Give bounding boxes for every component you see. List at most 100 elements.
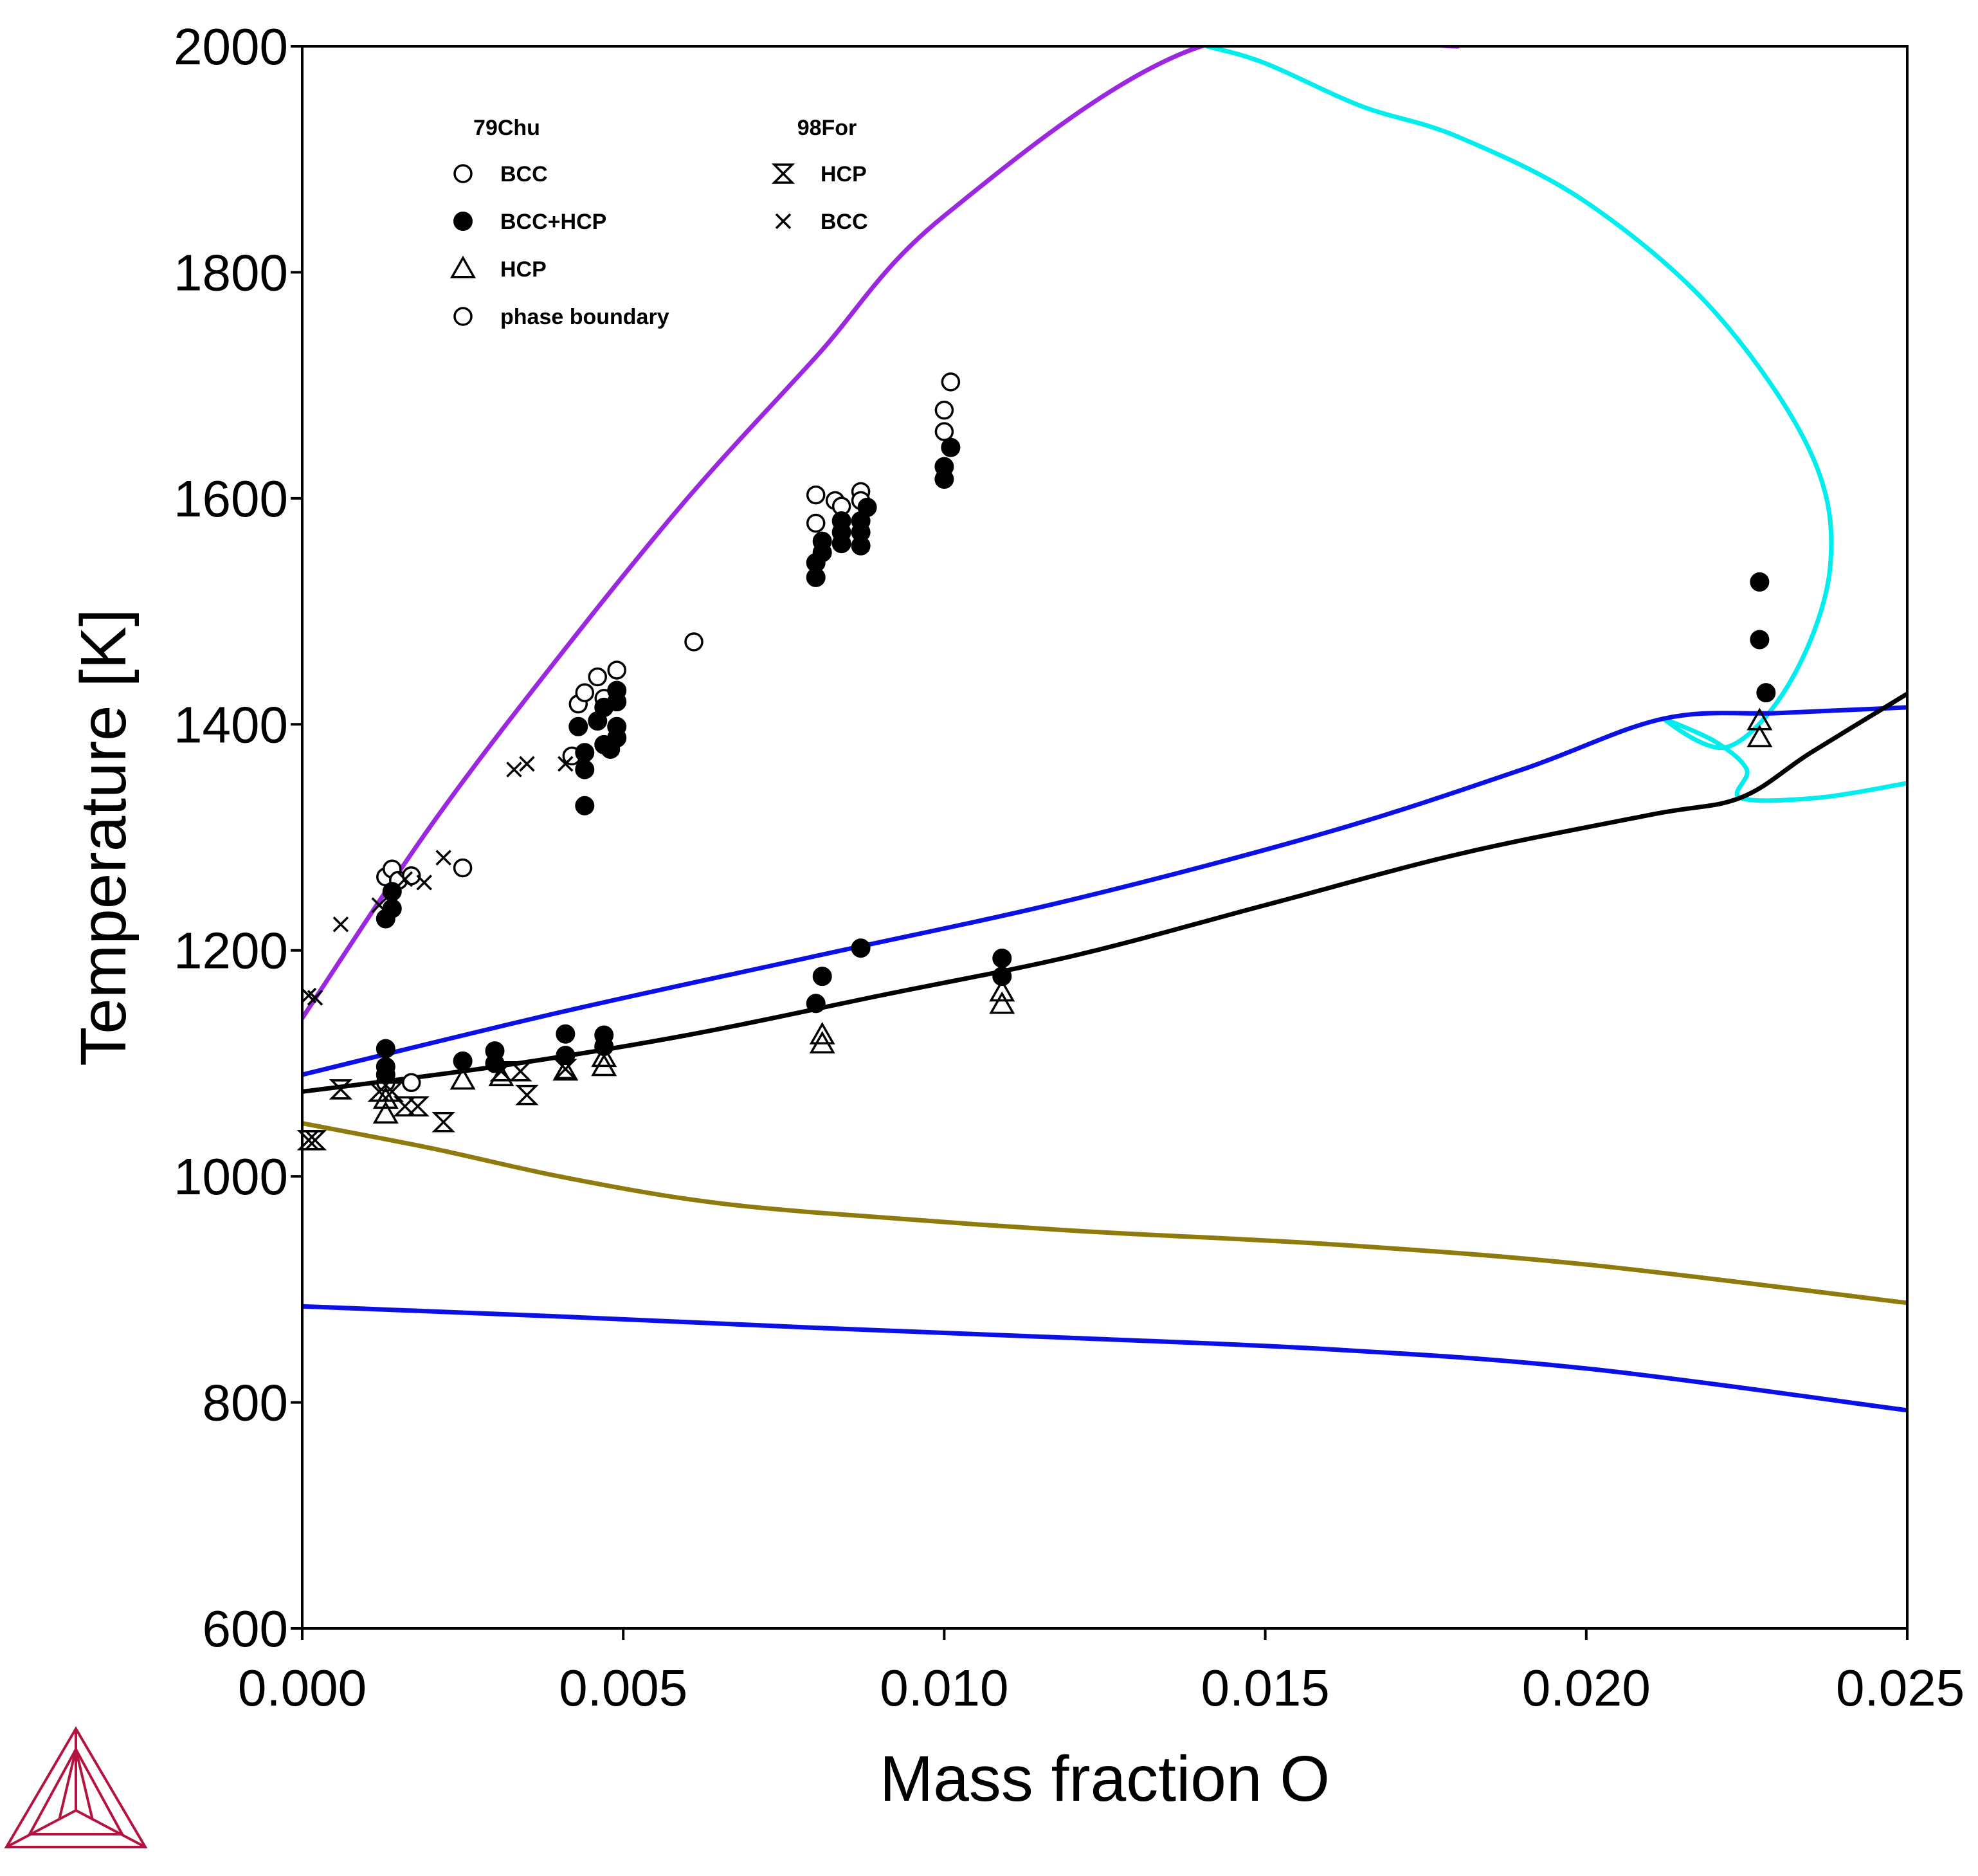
data-point-open-circle	[453, 858, 473, 878]
y-tick-label: 600	[203, 1600, 288, 1657]
legend-marker-open-circle	[453, 164, 473, 183]
data-point-open-circle	[934, 422, 954, 441]
x-tick-label: 0.015	[1201, 1659, 1329, 1717]
data-point-open-triangle	[372, 1086, 399, 1109]
legend-marker-open-circle	[453, 307, 473, 326]
legend-entry: BCC	[775, 210, 868, 234]
phase-line-2	[1205, 46, 1907, 803]
data-point-hourglass	[406, 1096, 430, 1116]
data-point-open-circle	[401, 1073, 421, 1093]
data-point-open-triangle	[989, 979, 1015, 1002]
data-point-open-triangle	[1747, 724, 1773, 747]
data-point-filled-circle	[812, 967, 832, 987]
x-tick-label: 0.025	[1836, 1659, 1964, 1717]
data-point-filled-circle	[556, 1024, 576, 1044]
thermo-calc-logo	[4, 1726, 148, 1848]
y-tick-label: 1600	[174, 470, 288, 527]
data-point-open-circle	[941, 372, 961, 392]
data-point-open-triangle	[809, 1021, 835, 1044]
y-tick-label: 1400	[174, 696, 288, 753]
plot-frame	[301, 45, 1909, 1630]
data-point-x-cross	[397, 871, 413, 888]
phase-line-6	[302, 1304, 1907, 1413]
data-point-filled-circle	[812, 531, 832, 551]
y-tick-label: 800	[203, 1374, 288, 1432]
legend-marker-open-triangle	[449, 255, 476, 278]
legend-entry: BCC+HCP	[453, 210, 606, 234]
data-point-filled-circle	[607, 680, 627, 700]
data-point-hourglass	[431, 1112, 455, 1133]
data-point-open-circle	[588, 667, 608, 687]
x-tick-label: 0.000	[238, 1659, 367, 1717]
data-point-filled-circle	[934, 457, 954, 477]
data-point-x-cross	[416, 875, 432, 891]
data-point-x-cross	[307, 990, 323, 1006]
x-tick-label: 0.020	[1522, 1659, 1651, 1717]
x-tick-label: 0.005	[559, 1659, 687, 1717]
phase-line-5	[302, 1121, 1907, 1306]
legend-group-title: 98For	[797, 116, 857, 140]
data-point-filled-circle	[806, 994, 826, 1014]
data-point-hourglass	[515, 1084, 539, 1106]
data-point-open-circle	[684, 632, 703, 651]
legend-group-title: 79Chu	[473, 116, 540, 140]
legend-label: BCC	[821, 210, 868, 234]
phase-boundary-lines	[302, 46, 1907, 1413]
legend-marker-filled-circle	[453, 212, 473, 231]
data-point-filled-circle	[376, 1065, 395, 1084]
data-point-open-triangle	[989, 991, 1015, 1014]
y-axis-title: Temperature [K]	[68, 608, 140, 1066]
phase-line-3	[302, 705, 1907, 1077]
data-point-hourglass	[380, 1081, 404, 1102]
data-point-hourglass	[554, 1059, 577, 1079]
data-point-filled-circle	[851, 938, 871, 958]
legend-marker-hourglass	[771, 163, 795, 184]
data-point-filled-circle	[992, 949, 1012, 969]
legend-label: HCP	[500, 257, 547, 282]
data-point-filled-circle	[992, 967, 1012, 987]
data-point-filled-circle	[575, 743, 595, 763]
data-point-x-cross	[371, 897, 388, 913]
data-point-filled-circle	[568, 716, 588, 736]
legend-group: 79Chu BCC BCC+HCP HCP phase boundary	[449, 116, 669, 329]
data-point-open-circle	[575, 683, 595, 702]
data-point-hourglass	[303, 1130, 327, 1151]
data-point-open-circle	[806, 485, 826, 505]
data-point-open-circle	[607, 660, 626, 680]
data-point-x-cross	[558, 756, 574, 772]
data-point-x-cross	[435, 850, 451, 866]
data-point-filled-circle	[575, 760, 595, 779]
data-point-hourglass	[509, 1061, 532, 1082]
legend-entry: HCP	[449, 255, 547, 282]
y-tick-label: 1000	[174, 1148, 288, 1205]
y-tick-label: 2000	[174, 18, 288, 75]
data-point-filled-circle	[607, 716, 627, 736]
legend-label: BCC	[500, 162, 548, 187]
legend-entry: HCP	[771, 162, 867, 187]
data-point-filled-circle	[382, 898, 402, 918]
legend: 79Chu BCC BCC+HCP HCP phase boundary 98For HCP…	[449, 116, 868, 329]
data-point-filled-circle	[575, 796, 595, 815]
y-tick-label: 1200	[174, 922, 288, 979]
data-point-filled-circle	[1756, 683, 1776, 703]
phase-line-1	[302, 46, 1460, 1021]
data-point-open-triangle	[552, 1058, 579, 1081]
legend-group: 98For HCP BCC	[771, 116, 868, 234]
data-point-filled-circle	[382, 882, 402, 902]
data-point-hourglass	[329, 1079, 353, 1100]
data-point-open-circle	[806, 513, 826, 533]
legend-label: BCC+HCP	[500, 210, 606, 234]
x-tick-label: 0.010	[880, 1659, 1008, 1717]
legend-label: phase boundary	[500, 305, 669, 329]
y-tick-label: 1800	[174, 244, 288, 301]
data-point-filled-circle	[1750, 630, 1770, 650]
legend-entry: phase boundary	[453, 305, 669, 329]
data-point-open-triangle	[591, 1044, 617, 1068]
experimental-data-markers	[296, 372, 1776, 1151]
data-point-filled-circle	[831, 511, 851, 531]
legend-label: HCP	[821, 162, 867, 187]
data-point-open-circle	[934, 401, 954, 420]
data-point-filled-circle	[941, 437, 961, 457]
data-point-open-triangle	[449, 1067, 476, 1090]
